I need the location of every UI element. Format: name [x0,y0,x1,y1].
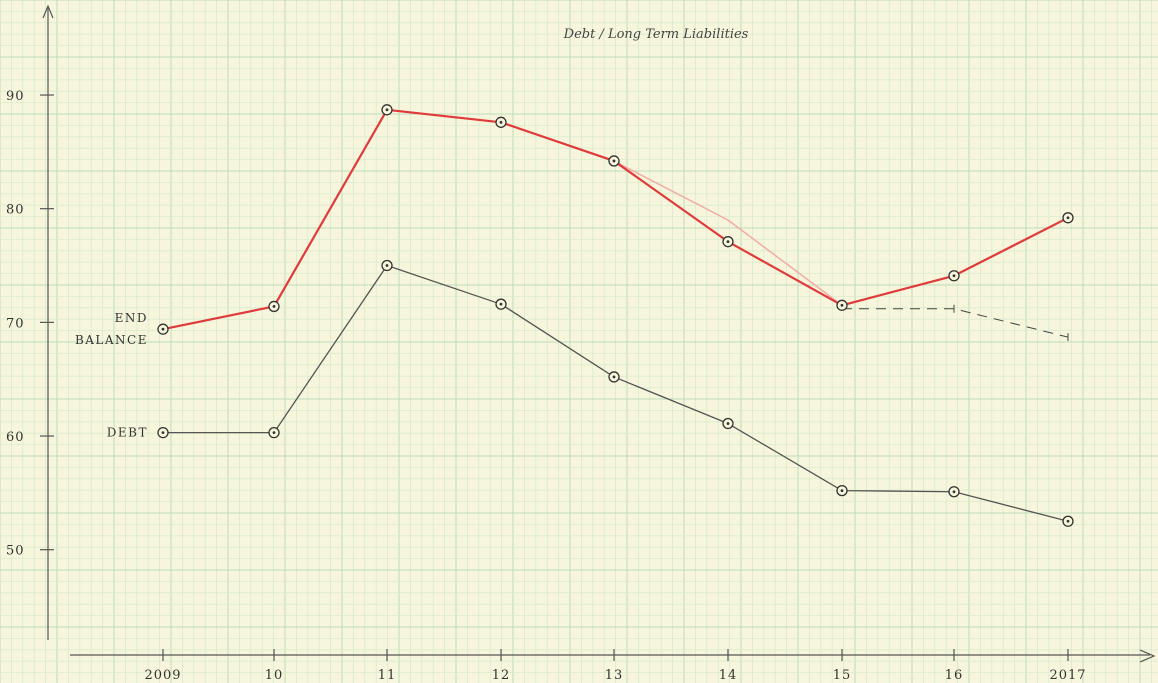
data-point-dot [840,489,844,492]
x-tick-label: 16 [945,668,964,683]
x-tick-label: 11 [378,668,397,683]
x-tick-label: 13 [605,668,624,683]
draft-line [613,160,843,306]
axes [42,4,1156,663]
data-point-dot [1066,519,1070,523]
data-point-dot [499,120,503,124]
y-tick-labels: 50 60 70 80 90 [6,89,54,559]
data-point-dot [272,305,276,308]
x-tick-label: 14 [719,668,738,683]
data-point-dot [612,375,616,379]
data-point-dot [161,431,165,435]
x-tick-label: 2009 [144,668,181,683]
data-point-dot [952,274,956,278]
x-tick-label: 15 [833,668,852,683]
x-tick-label: 10 [265,668,284,683]
series-labels: END BALANCE DEBT [75,311,148,440]
y-tick-label: 80 [6,203,25,218]
x-tick-label: 12 [492,668,511,683]
series-label: DEBT [107,426,148,440]
x-tick-labels: 2009 10 11 12 13 14 15 16 2017 [144,649,1086,683]
data-point-dot [726,240,730,244]
data-points [157,104,1074,527]
x-axis-arrow [1139,649,1156,663]
data-point-dot [840,303,844,307]
y-axis-arrow [42,4,54,19]
data-point-dot [726,422,730,425]
data-point-dot [499,302,503,306]
chart-title: Debt / Long Term Liabilities [563,27,749,42]
data-point-dot [272,431,276,435]
y-tick-label: 70 [6,316,25,331]
y-tick-label: 90 [6,89,25,104]
data-point-dot [385,264,389,267]
data-point-dot [385,108,389,112]
projection-line [842,308,1069,338]
data-point-dot [1066,216,1070,220]
series-label: END [115,311,148,325]
x-tick-label: 2017 [1049,668,1086,683]
data-point-dot [161,327,165,331]
data-point-dot [612,159,616,163]
series-label: BALANCE [75,333,148,347]
y-tick-label: 50 [6,544,25,559]
data-point-dot [952,490,956,494]
y-tick-label: 60 [6,430,25,445]
